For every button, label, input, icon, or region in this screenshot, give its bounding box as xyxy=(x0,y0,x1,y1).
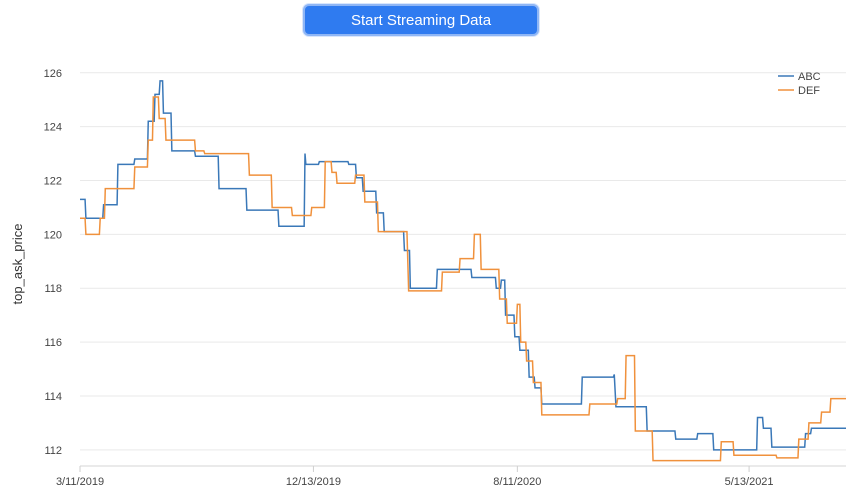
legend-label-abc: ABC xyxy=(798,71,821,83)
y-tick-label: 116 xyxy=(44,337,62,349)
start-streaming-button[interactable]: Start Streaming Data xyxy=(303,4,539,36)
grid-lines xyxy=(80,72,846,451)
y-tick-label: 126 xyxy=(44,68,62,80)
y-tick-label: 112 xyxy=(44,445,62,457)
y-tick-label: 114 xyxy=(44,391,62,403)
y-tick-label: 124 xyxy=(44,122,62,134)
x-tick-label: 8/11/2020 xyxy=(493,476,541,488)
series-line-def xyxy=(80,96,846,462)
legend-label-def: DEF xyxy=(798,85,820,97)
series-lines xyxy=(80,80,846,462)
y-axis-title: top_ask_price xyxy=(10,224,25,305)
x-tick-label: 5/13/2021 xyxy=(725,476,774,488)
series-line-abc xyxy=(80,80,846,451)
legend: ABC DEF xyxy=(778,71,821,97)
axes: 112 114 116 118 120 122 124 126 3/11/2019 12/13/2… xyxy=(44,68,846,488)
x-tick-label: 3/11/2019 xyxy=(56,476,104,488)
x-tick-label: 12/13/2019 xyxy=(286,476,341,488)
y-tick-label: 122 xyxy=(44,176,62,188)
y-tick-label: 120 xyxy=(44,229,62,241)
y-tick-label: 118 xyxy=(44,283,62,295)
